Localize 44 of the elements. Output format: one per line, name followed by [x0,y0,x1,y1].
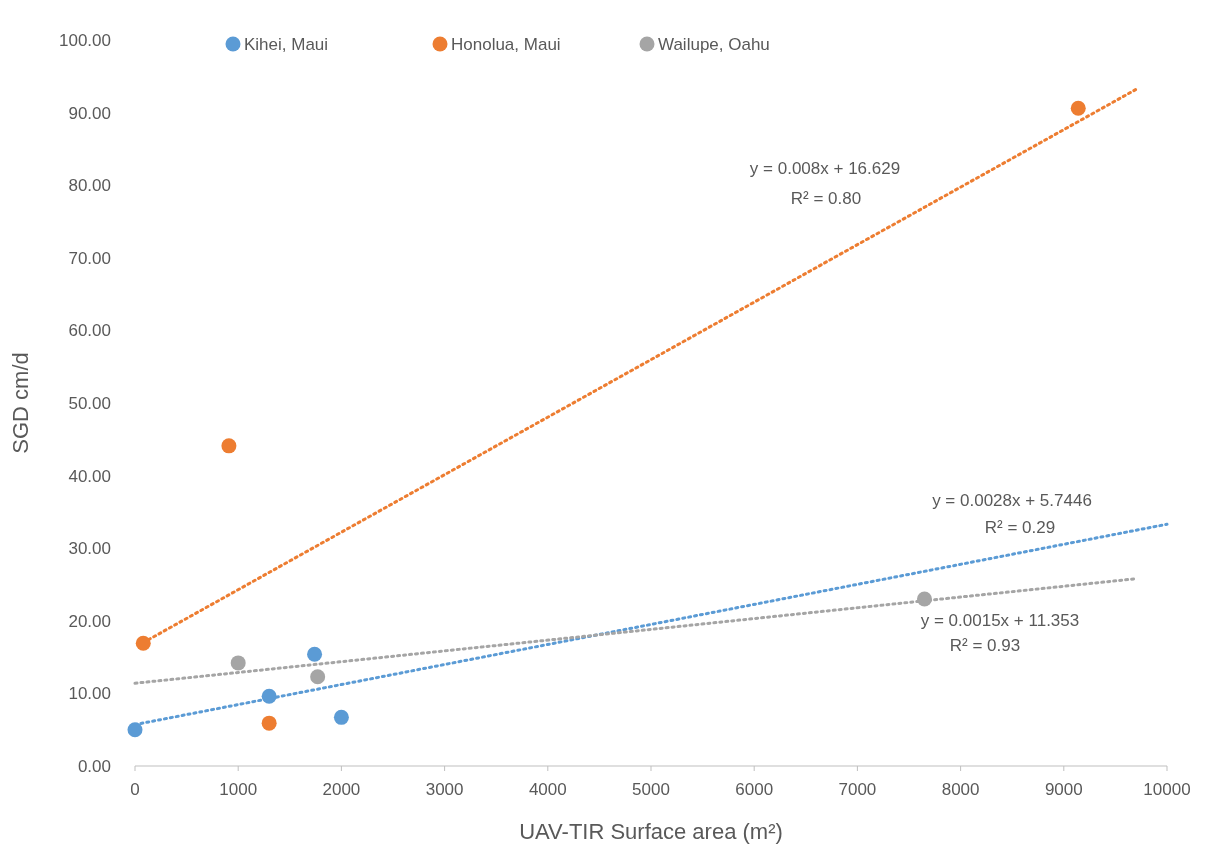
point [135,635,151,651]
point [261,688,277,704]
annotation: R² = 0.80 [790,189,862,208]
y-tick-label: 10.00 [68,684,111,704]
annotation: y = 0.0015x + 11.353 [920,611,1080,630]
point [127,722,143,738]
annotation: R² = 0.93 [949,636,1021,655]
y-tick-label: 80.00 [68,176,111,196]
annotation: y = 0.0028x + 5.7446 [932,491,1092,510]
y-tick-label: 20.00 [68,611,111,631]
x-axis-title: UAV-TIR Surface area (m²) [519,819,783,844]
x-tick-label: 4000 [528,780,567,799]
x-tick-label: 8000 [941,780,980,799]
point [310,669,326,685]
y-tick-label: 40.00 [68,466,111,486]
x-tick-label: 10000 [1143,780,1191,799]
y-tick-label: 0.00 [77,757,111,776]
legend-label: Honolua, Maui [451,35,561,54]
y-tick-label: 90.00 [68,103,111,123]
y-tick-label: 30.00 [68,539,111,559]
point [261,715,277,731]
x-tick-label: 5000 [632,780,670,799]
x-tick-label: 3000 [425,780,464,799]
annotation: R² = 0.29 [984,518,1056,537]
x-tick-label: 1000 [219,780,258,799]
y-tick-label: 50.00 [68,394,111,413]
x-tick-label: 0 [130,780,140,799]
y-tick-label: 60.00 [68,321,111,341]
legend-label: Kihei, Maui [244,35,329,54]
x-tick-label: 7000 [838,780,877,799]
point [916,591,932,607]
x-tick-label: 9000 [1044,780,1083,799]
legend-label: Wailupe, Oahu [658,35,770,54]
y-axis-title: SGD cm/d [8,352,33,454]
annotation: y = 0.008x + 16.629 [749,159,901,178]
point [221,438,237,454]
point [333,709,349,725]
x-tick-label: 6000 [735,780,774,799]
y-tick-label: 70.00 [68,248,111,268]
y-tick-label: 100.00 [59,31,111,50]
x-tick-label: 2000 [322,780,361,799]
point [1070,100,1086,116]
point [307,646,323,662]
point [230,655,246,671]
